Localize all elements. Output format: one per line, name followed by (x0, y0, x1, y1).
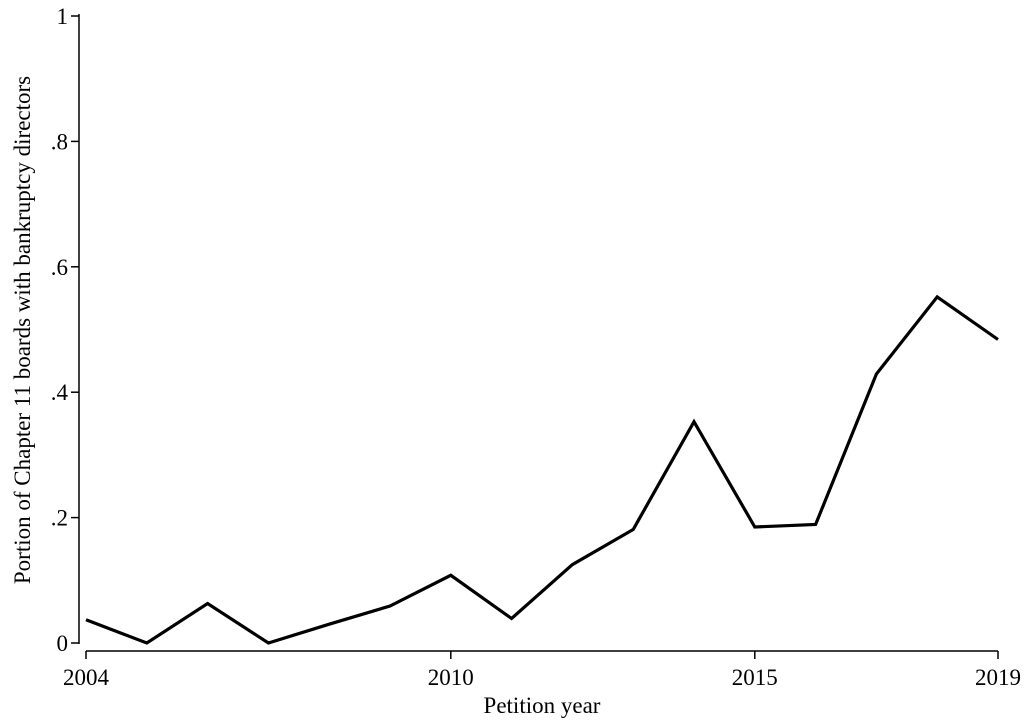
series-group (85, 294, 999, 645)
x-tick-label: 2015 (732, 665, 778, 690)
y-axis: 0 .2 .4 .6 .8 1 (51, 4, 80, 656)
y-tick-label: .4 (51, 380, 69, 405)
x-axis-title: Petition year (484, 693, 601, 718)
y-tick-label: .6 (51, 255, 68, 280)
y-tick-label: .2 (51, 506, 68, 531)
y-tick-label: .8 (51, 129, 68, 154)
x-tick-label: 2019 (975, 665, 1021, 690)
y-axis-title: Portion of Chapter 11 boards with bankru… (10, 76, 35, 584)
y-tick-label: 0 (57, 631, 69, 656)
y-tick-label: 1 (57, 4, 69, 29)
x-tick-label: 2004 (63, 665, 110, 690)
x-axis: 2004 2010 2015 2019 (63, 650, 1021, 690)
x-tick-label: 2010 (428, 665, 474, 690)
series-line (85, 294, 999, 645)
